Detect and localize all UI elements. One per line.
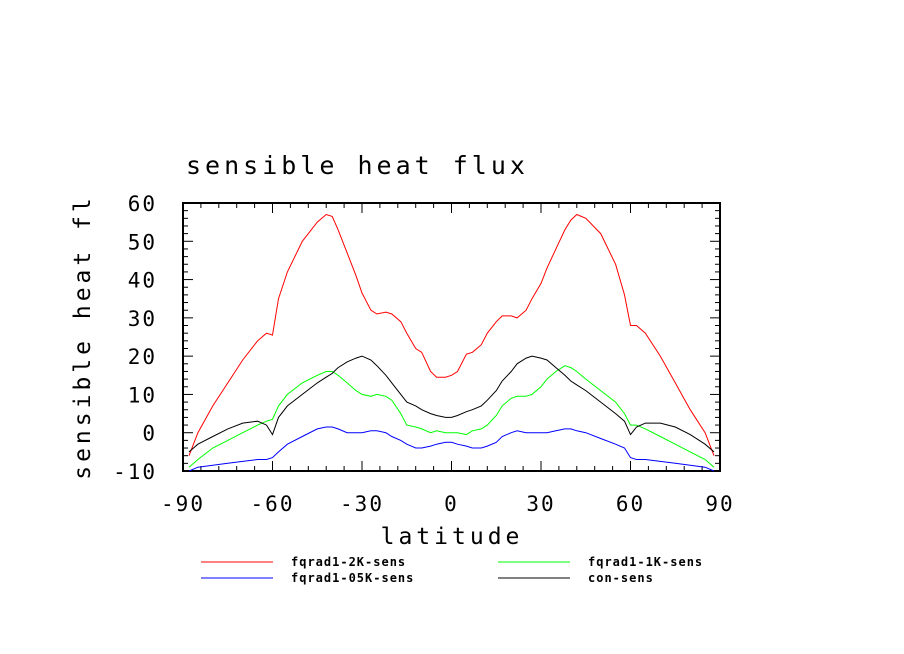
series-lines xyxy=(188,213,715,472)
x-axis-ticks: -90 -60 -30 0 30 60 90 xyxy=(161,203,734,516)
y-tick-label: 50 xyxy=(128,230,157,254)
legend: fqrad1-2K-sens fqrad1-1K-sens fqrad1-05K-s… xyxy=(201,555,703,585)
y-tick-label: 20 xyxy=(128,345,157,369)
legend-label: fqrad1-05K-sens xyxy=(291,571,414,585)
series-line-fqrad1-2K-sens xyxy=(188,213,715,456)
x-tick-label: -60 xyxy=(251,492,295,516)
y-tick-label: 0 xyxy=(142,422,157,446)
series-line-fqrad1-1K-sens xyxy=(188,365,715,468)
x-tick-label: 0 xyxy=(444,492,459,516)
y-tick-label: 40 xyxy=(128,269,157,293)
plot-frame xyxy=(182,202,721,472)
x-tick-label: 60 xyxy=(616,492,645,516)
chart-title: sensible heat flux xyxy=(186,151,529,180)
y-axis-label: sensible heat fl xyxy=(70,194,96,480)
y-axis-ticks: -10 0 10 20 30 40 50 60 xyxy=(113,192,720,484)
series-line-con-sens xyxy=(188,355,715,453)
x-axis-label: latitude xyxy=(381,524,524,550)
y-tick-label: -10 xyxy=(113,460,157,484)
y-tick-label: 10 xyxy=(128,383,157,407)
series-line-fqrad1-05K-sens xyxy=(188,426,715,472)
legend-label: fqrad1-2K-sens xyxy=(291,555,406,569)
x-tick-label: -90 xyxy=(161,492,205,516)
legend-label: fqrad1-1K-sens xyxy=(588,555,703,569)
x-tick-label: 90 xyxy=(705,492,734,516)
plot-border xyxy=(182,202,721,472)
x-tick-label: 30 xyxy=(526,492,555,516)
y-tick-label: 60 xyxy=(128,192,157,216)
x-tick-label: -30 xyxy=(340,492,384,516)
y-tick-label: 30 xyxy=(128,307,157,331)
legend-label: con-sens xyxy=(588,571,654,585)
